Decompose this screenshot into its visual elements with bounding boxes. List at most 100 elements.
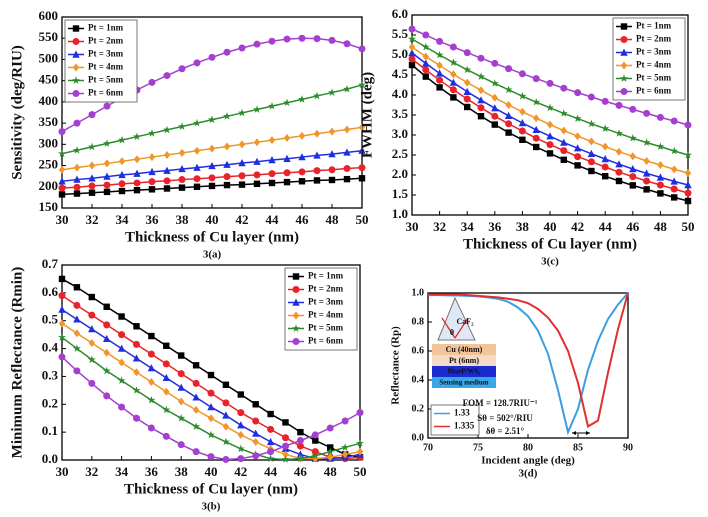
- marker: [670, 177, 678, 185]
- marker: [162, 405, 171, 414]
- marker: [560, 84, 568, 92]
- marker: [546, 150, 554, 157]
- marker: [463, 49, 471, 57]
- y-tick-label: 200: [39, 178, 59, 193]
- cu-layer: [432, 344, 496, 355]
- marker: [103, 303, 110, 310]
- marker: [313, 151, 321, 159]
- marker: [684, 197, 692, 205]
- marker: [177, 383, 185, 391]
- legend-label: Pt = 6nm: [308, 336, 344, 346]
- marker: [463, 65, 472, 74]
- legend-box: [284, 267, 358, 351]
- x-tick-label: 44: [266, 212, 280, 227]
- marker: [643, 109, 651, 117]
- marker: [491, 112, 499, 120]
- legend-label: Pt = 4nm: [308, 310, 344, 320]
- x-tick-label: 36: [145, 464, 159, 479]
- marker: [505, 120, 513, 128]
- caption: 3(d): [519, 468, 538, 480]
- marker: [207, 371, 215, 379]
- marker: [268, 37, 276, 45]
- marker: [574, 89, 582, 97]
- marker: [546, 132, 554, 140]
- marker: [148, 178, 156, 186]
- marker: [601, 155, 609, 163]
- marker: [587, 158, 595, 166]
- marker: [292, 298, 300, 306]
- marker: [642, 138, 651, 146]
- marker: [684, 189, 692, 197]
- marker: [193, 59, 201, 67]
- marker: [533, 114, 540, 123]
- marker: [532, 98, 541, 106]
- marker: [178, 397, 185, 406]
- marker: [148, 186, 156, 193]
- marker: [103, 139, 111, 147]
- y-tick-label: 0.2: [412, 403, 425, 414]
- marker: [237, 455, 245, 463]
- y-tick-label: 4.0: [392, 86, 408, 101]
- inset-label: BlueP/WS₂: [448, 368, 481, 376]
- x-tick-label: 34: [115, 464, 129, 479]
- marker: [518, 92, 527, 100]
- marker: [298, 178, 306, 185]
- marker: [208, 53, 216, 61]
- y-tick-label: 0.0: [412, 432, 425, 443]
- marker: [298, 131, 306, 140]
- marker: [560, 147, 568, 155]
- legend-label: Pt = 2nm: [636, 34, 672, 44]
- marker: [178, 176, 186, 184]
- marker: [148, 78, 156, 86]
- marker: [163, 166, 171, 174]
- marker: [267, 448, 275, 456]
- marker: [341, 417, 349, 425]
- marker: [587, 93, 595, 101]
- marker: [292, 286, 300, 293]
- marker: [268, 136, 276, 145]
- marker: [133, 132, 141, 141]
- marker: [328, 166, 336, 174]
- marker: [491, 121, 498, 128]
- marker: [133, 169, 141, 177]
- marker: [178, 164, 186, 173]
- x-tick-label: 46: [296, 212, 310, 227]
- marker: [102, 366, 111, 375]
- legend-label: Pt = 4nm: [88, 62, 124, 72]
- y-tick-label: 5.0: [392, 46, 408, 61]
- marker: [147, 364, 156, 372]
- x-tick-label: 46: [626, 219, 640, 234]
- ray: [454, 317, 469, 339]
- inset-label: Sensing medium: [439, 379, 488, 387]
- marker: [643, 186, 650, 193]
- y-tick-label: 0.5: [42, 312, 59, 327]
- marker: [343, 125, 351, 134]
- marker: [408, 61, 416, 69]
- marker: [87, 355, 96, 364]
- legend-label: Pt = 3nm: [308, 297, 344, 307]
- marker: [422, 31, 430, 39]
- marker: [162, 432, 170, 440]
- marker: [463, 87, 471, 95]
- y-tick-label: 0.4: [42, 340, 59, 355]
- marker: [58, 353, 66, 361]
- marker: [505, 101, 512, 109]
- marker: [449, 78, 458, 86]
- marker: [477, 113, 485, 120]
- marker: [283, 154, 291, 162]
- marker: [408, 43, 416, 51]
- marker: [207, 389, 215, 397]
- marker: [253, 180, 261, 188]
- caption: 3(a): [203, 249, 222, 261]
- prism: [437, 296, 476, 341]
- legend-box: [430, 404, 480, 436]
- legend-label: Pt = 3nm: [636, 47, 672, 57]
- marker: [163, 150, 171, 159]
- marker: [103, 181, 111, 189]
- x-tick-label: 40: [544, 219, 557, 234]
- marker: [208, 161, 216, 170]
- marker: [238, 140, 246, 149]
- marker: [620, 36, 628, 43]
- marker: [222, 455, 230, 463]
